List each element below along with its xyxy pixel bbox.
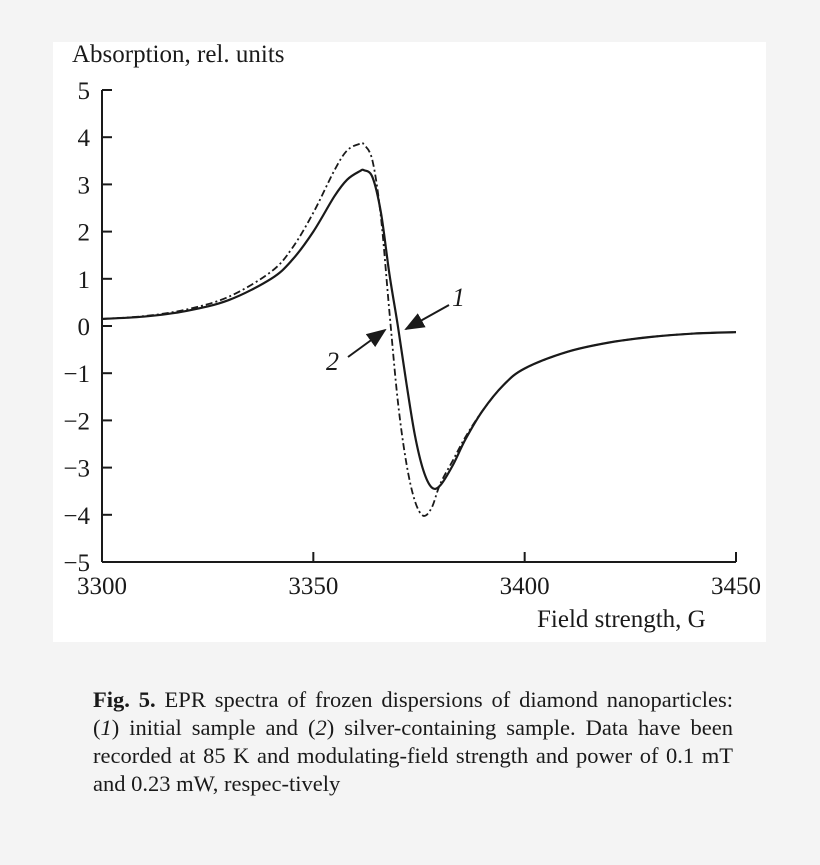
x-tick-label: 3300: [77, 573, 127, 600]
y-tick-label: 2: [78, 220, 91, 247]
y-tick-label: −5: [63, 550, 90, 577]
x-tick-label: 3400: [500, 573, 550, 600]
series-2-line: [101, 141, 737, 517]
arrow-2: [347, 328, 387, 358]
series-2-label: 2: [326, 347, 339, 376]
y-tick-label: 5: [78, 78, 91, 105]
y-tick-label: 3: [78, 172, 91, 199]
figure-label: Fig. 5.: [93, 687, 156, 712]
caption-ref-2: 2: [315, 715, 327, 740]
series-1-label: 1: [452, 283, 465, 312]
caption-text-1: EPR spectra of frozen dispersions of dia…: [93, 687, 733, 740]
y-tick-label: −4: [63, 503, 90, 530]
x-tick-label: 3350: [288, 573, 338, 600]
y-tick-label: −2: [63, 408, 90, 435]
y-tick-label: 0: [78, 314, 91, 341]
plot-panel: 5 4 3 2 1 0 −1 −2 −3 −4 −5 3300 3350 3400 3450 1 2: [53, 42, 766, 642]
caption-text-3: ) silver-containing sample. Data have be…: [93, 715, 734, 796]
y-tick-label: 4: [78, 125, 91, 152]
series-1-line: [101, 168, 737, 491]
arrow-1: [404, 304, 450, 330]
x-axis-title: Field strength, G: [537, 606, 706, 633]
y-axis-title: Absorption, rel. units: [72, 41, 285, 68]
figure-caption: Fig. 5. EPR spectra of frozen dispersion…: [93, 686, 733, 798]
caption-text-2: ) initial sample and (: [111, 715, 316, 740]
caption-ref-1: 1: [100, 715, 112, 740]
y-tick-label: 1: [78, 267, 91, 294]
y-tick-label: −1: [63, 361, 90, 388]
y-tick-label: −3: [63, 456, 90, 483]
x-tick-label: 3450: [711, 573, 761, 600]
